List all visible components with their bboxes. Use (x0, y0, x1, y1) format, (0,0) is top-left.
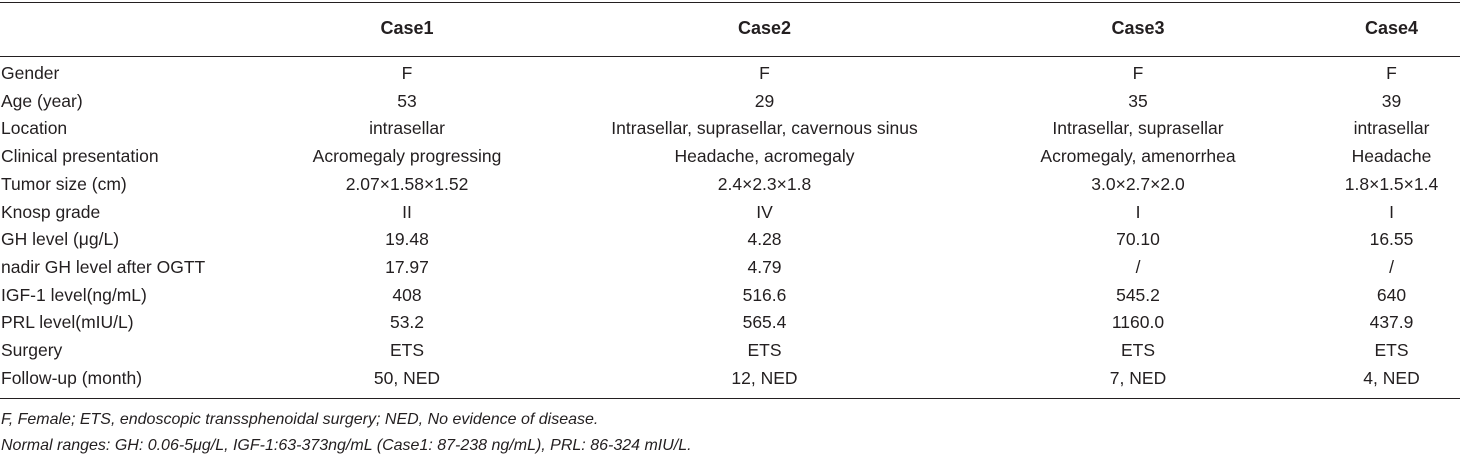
table-cell: I (1389, 201, 1394, 222)
table-row: Clinical presentation Acromegaly progres… (0, 143, 1460, 171)
table-row: Knosp grade II IV I I (0, 199, 1460, 227)
row-label: IGF-1 level(ng/mL) (1, 284, 147, 305)
table-bottom-rule (0, 398, 1460, 399)
table-row: Gender F F F F (0, 56, 1460, 88)
footnote-abbreviations: F, Female; ETS, endoscopic transsphenoid… (1, 411, 599, 428)
table-cell: ETS (747, 340, 782, 361)
table-top-rule (0, 2, 1460, 3)
table-cell: intrasellar (369, 118, 445, 139)
table-cell: ETS (1374, 340, 1409, 361)
table-cell: 4, NED (1363, 367, 1420, 388)
table-cell: / (1389, 256, 1394, 277)
table-cell: 29 (754, 90, 775, 111)
row-label: Surgery (1, 340, 63, 361)
table-cell: II (402, 201, 412, 222)
table-cell: 7, NED (1109, 367, 1167, 388)
table-cell: 53 (397, 90, 417, 111)
table-cell: I (1135, 201, 1141, 222)
table-cell: Intrasellar, suprasellar (1052, 118, 1224, 139)
table-row: Age (year) 53 29 35 39 (0, 88, 1460, 116)
row-label: Clinical presentation (1, 146, 159, 167)
table-cell: F (1132, 63, 1144, 83)
table-cell: Headache (1351, 146, 1432, 167)
table-cell: 12, NED (731, 367, 798, 388)
table-cell: Acromegaly progressing (312, 146, 502, 167)
table-cell: 545.2 (1116, 284, 1160, 305)
table-row: IGF-1 level(ng/mL) 408 516.6 545.2 640 (0, 282, 1460, 310)
row-label: Tumor size (cm) (1, 173, 127, 194)
table-cell: ETS (389, 340, 425, 361)
table-row: Location intrasellar Intrasellar, supras… (0, 115, 1460, 143)
table-cell: IV (756, 201, 773, 222)
table-cell: 640 (1376, 284, 1407, 305)
table-cell: 70.10 (1116, 229, 1160, 250)
table-header-rule (0, 56, 1460, 57)
header-cell-case1: Case1 (380, 17, 434, 38)
table-cell: 565.4 (742, 312, 787, 333)
table-cell: 3.0×2.7×2.0 (1091, 173, 1185, 194)
table-row: nadir GH level after OGTT 17.97 4.79 / / (0, 254, 1460, 282)
table-cell: 53.2 (389, 312, 425, 333)
table-cell: ETS (1120, 340, 1156, 361)
table-header-row: Case1 Case2 Case3 Case4 (0, 0, 1460, 56)
table-cell: 19.48 (385, 229, 429, 250)
table-cell: 4.28 (747, 229, 782, 250)
table-footnotes: F, Female; ETS, endoscopic transsphenoid… (1, 407, 692, 459)
table-cell: 4.79 (747, 256, 782, 277)
table-row: Follow-up (month) 50, NED 12, NED 7, NED… (0, 365, 1460, 393)
table-row: Tumor size (cm) 2.07×1.58×1.52 2.4×2.3×1… (0, 171, 1460, 199)
table-cell: 39 (1381, 90, 1402, 111)
row-label: PRL level(mIU/L) (1, 312, 134, 333)
table-cell: 35 (1128, 90, 1148, 111)
table-cell: 1160.0 (1111, 312, 1165, 333)
table-cell: intrasellar (1353, 118, 1430, 139)
table-cell: F (759, 63, 770, 83)
row-label: GH level (μg/L) (1, 229, 120, 250)
row-label: nadir GH level after OGTT (1, 256, 206, 277)
table-row: Surgery ETS ETS ETS ETS (0, 337, 1460, 365)
table-cell: 516.6 (742, 284, 787, 305)
header-cell-blank (0, 0, 238, 56)
table-cell: / (1135, 256, 1141, 277)
table-row: GH level (μg/L) 19.48 4.28 70.10 16.55 (0, 226, 1460, 254)
header-cell-case2: Case2 (737, 17, 792, 38)
table-cell: F (401, 63, 413, 83)
table-cell: 50, NED (373, 367, 441, 388)
footnote-normal-ranges: Normal ranges: GH: 0.06-5μg/L, IGF-1:63-… (1, 437, 692, 454)
table-cell: 437.9 (1369, 312, 1414, 333)
table-cell: 408 (392, 284, 422, 305)
table-cell: 2.4×2.3×1.8 (717, 173, 812, 194)
table-cell: Acromegaly, amenorrhea (1040, 146, 1236, 167)
table-cell: Headache, acromegaly (674, 146, 855, 167)
table-cell: 1.8×1.5×1.4 (1344, 173, 1439, 194)
table-cell: F (1386, 63, 1397, 83)
row-label: Knosp grade (1, 201, 101, 222)
header-cell-case4: Case4 (1364, 17, 1419, 38)
row-label: Follow-up (month) (1, 367, 143, 388)
row-label: Location (1, 118, 68, 139)
case-table: Case1 Case2 Case3 Case4 Gender F F F F A… (0, 0, 1460, 393)
row-label: Gender (1, 63, 60, 83)
table-row: PRL level(mIU/L) 53.2 565.4 1160.0 437.9 (0, 309, 1460, 337)
row-label: Age (year) (1, 90, 83, 111)
table-cell: 17.97 (385, 256, 429, 277)
header-cell-case3: Case3 (1111, 17, 1165, 38)
table-cell: 16.55 (1369, 229, 1414, 250)
table-cell: Intrasellar, suprasellar, cavernous sinu… (611, 118, 918, 139)
table-cell: 2.07×1.58×1.52 (345, 173, 469, 194)
